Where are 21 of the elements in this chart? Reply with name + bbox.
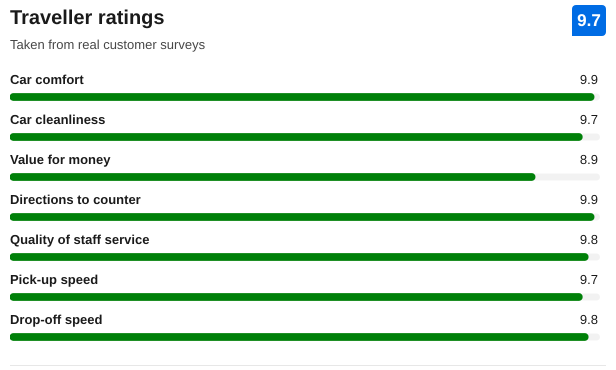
data-label: 8.9 [580, 152, 598, 167]
bar [10, 213, 594, 221]
y-tick-label: Quality of staff service [10, 232, 150, 247]
chart-title: Traveller ratings [10, 7, 165, 30]
chart-subtitle: Taken from real customer surveys [10, 37, 206, 52]
y-tick-label: Directions to counter [10, 192, 141, 207]
text: 9.7 [572, 5, 606, 36]
bar [10, 253, 589, 261]
y-tick-label: Value for money [10, 152, 112, 167]
data-label: 9.7 [580, 272, 598, 287]
y-tick-label: Pick-up speed [10, 272, 98, 287]
data-label: 9.9 [580, 72, 598, 87]
data-label: 9.7 [580, 112, 598, 127]
y-tick-label: Car cleanliness [10, 112, 106, 127]
y-tick-label: Drop-off speed [10, 312, 102, 327]
bar [10, 333, 589, 341]
y-tick-label: Car comfort [10, 72, 84, 87]
data-label: 9.8 [580, 232, 598, 247]
bar [10, 93, 594, 101]
data-label: 9.9 [580, 192, 598, 207]
data-label: 9.8 [580, 312, 598, 327]
